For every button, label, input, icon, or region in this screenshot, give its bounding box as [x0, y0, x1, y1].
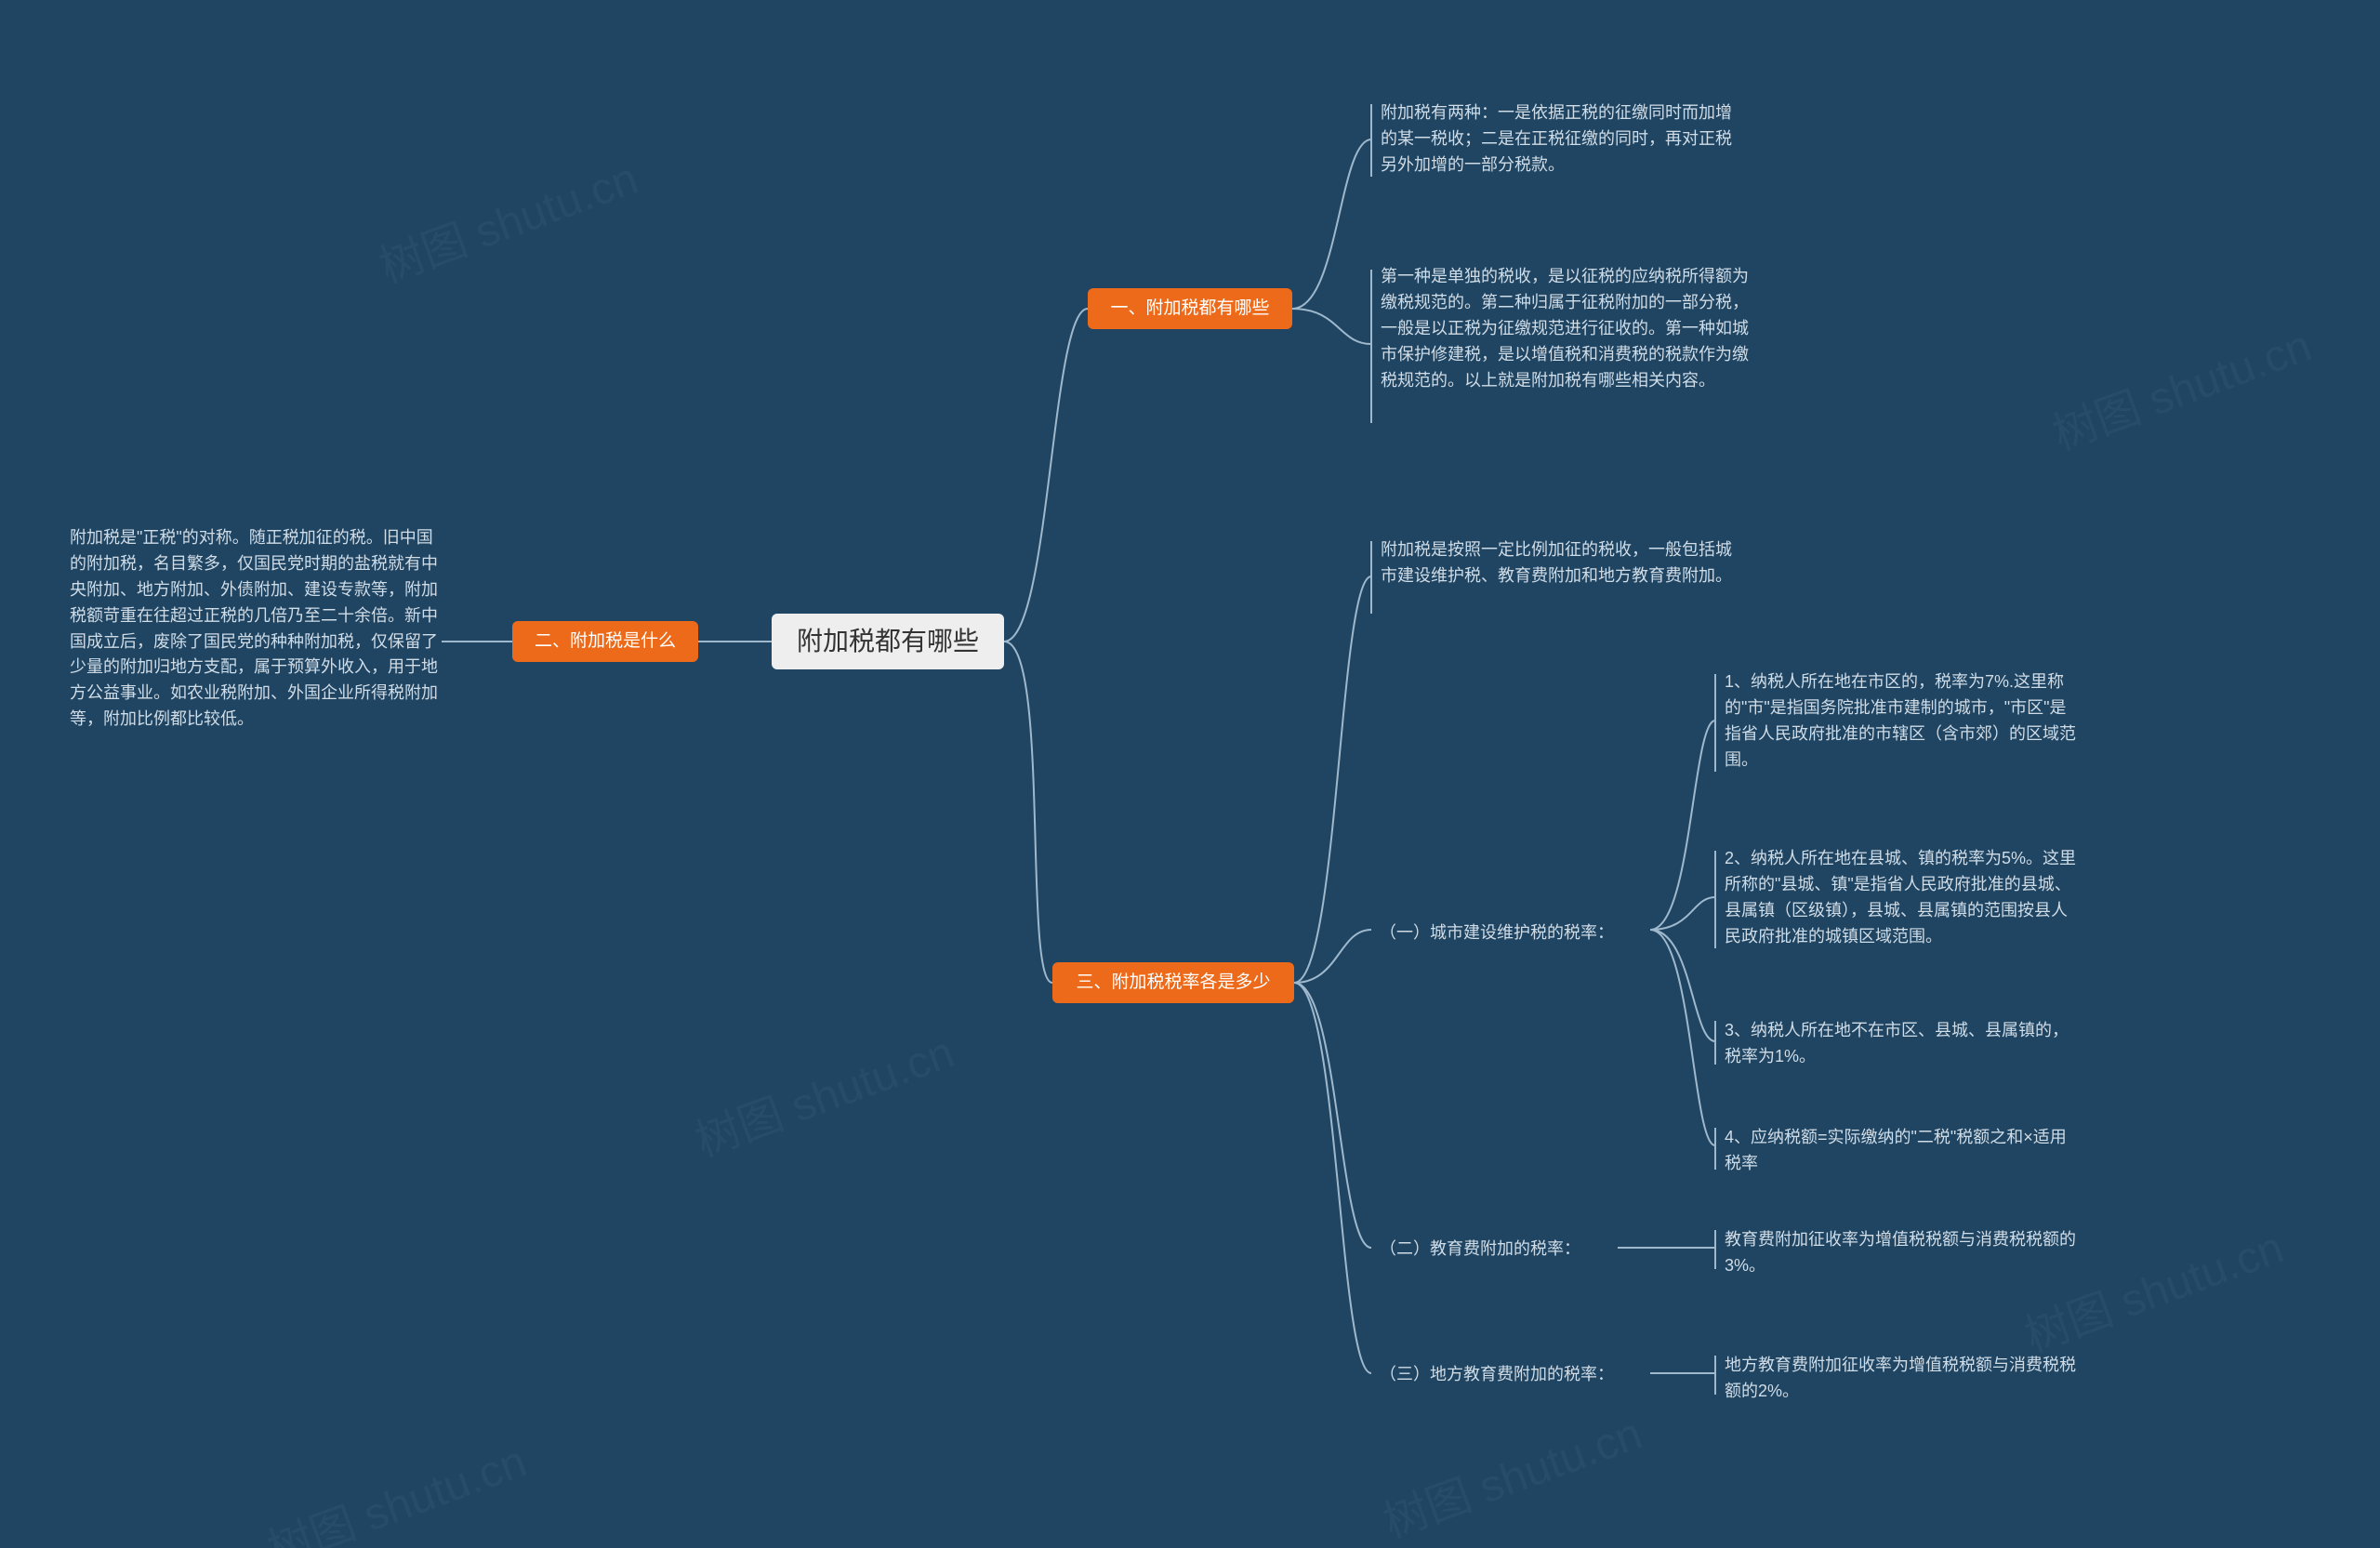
watermark: 树图 shutu.cn: [1373, 1396, 1649, 1548]
root-label: 附加税都有哪些: [797, 623, 979, 659]
watermark: 树图 shutu.cn: [685, 1015, 961, 1169]
leaf-3-1-2: 2、纳税人所在地在县城、镇的税率为5%。这里所称的"县城、镇"是指省人民政府批准…: [1725, 846, 2078, 950]
watermark: 树图 shutu.cn: [258, 1424, 534, 1548]
watermark: 树图 shutu.cn: [2043, 309, 2319, 462]
branch-1-label: 一、附加税都有哪些: [1110, 297, 1269, 322]
connector-lines: [0, 0, 2380, 1548]
leaf-3-3: 地方教育费附加征收率为增值税税额与消费税税额的2%。: [1725, 1353, 2078, 1405]
sub-3-1: （一）城市建设维护税的税率：: [1380, 920, 1649, 946]
leaf-1-1: 附加税有两种：一是依据正税的征缴同时而加增的某一税收；二是在正税征缴的同时，再对…: [1381, 100, 1734, 179]
leaf-3-2: 教育费附加征收率为增值税税额与消费税税额的3%。: [1725, 1227, 2078, 1279]
leaf-3-1-4: 4、应纳税额=实际缴纳的"二税"税额之和×适用税率: [1725, 1125, 2078, 1177]
leaf-1-2: 第一种是单独的税收，是以征税的应纳税所得额为缴税规范的。第二种归属于征税附加的一…: [1381, 264, 1752, 393]
branch-3: 三、附加税税率各是多少: [1052, 962, 1294, 1003]
root-node: 附加税都有哪些: [772, 614, 1004, 669]
branch-2-label: 二、附加税是什么: [535, 629, 676, 655]
branch-1: 一、附加税都有哪些: [1088, 288, 1292, 329]
leaf-3-0: 附加税是按照一定比例加征的税收，一般包括城市建设维护税、教育费附加和地方教育费附…: [1381, 537, 1743, 589]
branch-2: 二、附加税是什么: [512, 621, 698, 662]
branch-3-label: 三、附加税税率各是多少: [1076, 971, 1270, 996]
leaf-3-1-1: 1、纳税人所在地在市区的，税率为7%.这里称的"市"是指国务院批准市建制的城市，…: [1725, 669, 2078, 774]
watermark: 树图 shutu.cn: [369, 141, 645, 295]
sub-3-2: （二）教育费附加的税率：: [1380, 1237, 1621, 1263]
leaf-3-1-3: 3、纳税人所在地不在市区、县城、县属镇的，税率为1%。: [1725, 1018, 2078, 1070]
sub-3-3: （三）地方教育费附加的税率：: [1380, 1362, 1649, 1388]
leaf-2: 附加税是"正税"的对称。随正税加征的税。旧中国的附加税，名目繁多，仅国民党时期的…: [70, 525, 442, 733]
